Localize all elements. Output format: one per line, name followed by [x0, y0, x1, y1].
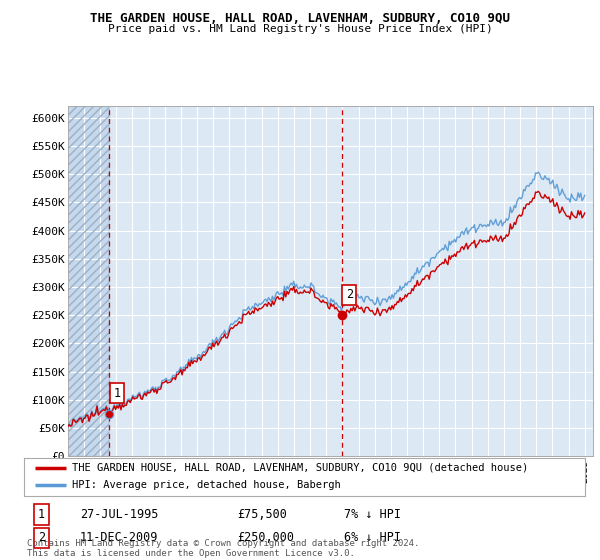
- Text: 7% ↓ HPI: 7% ↓ HPI: [344, 508, 401, 521]
- Text: 2: 2: [38, 531, 45, 544]
- Text: 2: 2: [346, 288, 353, 301]
- Text: 27-JUL-1995: 27-JUL-1995: [80, 508, 158, 521]
- Text: Price paid vs. HM Land Registry's House Price Index (HPI): Price paid vs. HM Land Registry's House …: [107, 24, 493, 34]
- Text: £75,500: £75,500: [237, 508, 287, 521]
- Text: 11-DEC-2009: 11-DEC-2009: [80, 531, 158, 544]
- Text: Contains HM Land Registry data © Crown copyright and database right 2024.
This d: Contains HM Land Registry data © Crown c…: [27, 539, 419, 558]
- Text: 6% ↓ HPI: 6% ↓ HPI: [344, 531, 401, 544]
- Text: 1: 1: [113, 386, 121, 400]
- Text: HPI: Average price, detached house, Babergh: HPI: Average price, detached house, Babe…: [71, 480, 340, 491]
- Text: THE GARDEN HOUSE, HALL ROAD, LAVENHAM, SUDBURY, CO10 9QU: THE GARDEN HOUSE, HALL ROAD, LAVENHAM, S…: [90, 12, 510, 25]
- Text: THE GARDEN HOUSE, HALL ROAD, LAVENHAM, SUDBURY, CO10 9QU (detached house): THE GARDEN HOUSE, HALL ROAD, LAVENHAM, S…: [71, 463, 528, 473]
- Text: 1: 1: [38, 508, 45, 521]
- Text: £250,000: £250,000: [237, 531, 294, 544]
